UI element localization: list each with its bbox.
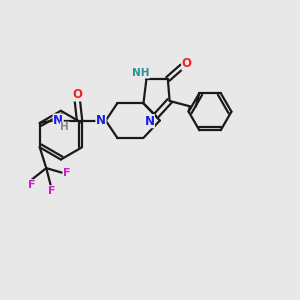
- Text: N: N: [144, 115, 154, 128]
- Text: F: F: [48, 186, 55, 196]
- Text: F: F: [63, 168, 71, 178]
- Text: N: N: [53, 114, 63, 127]
- Text: NH: NH: [132, 68, 149, 78]
- Text: F: F: [28, 180, 36, 190]
- Text: O: O: [182, 57, 192, 70]
- Text: O: O: [72, 88, 82, 101]
- Text: N: N: [96, 114, 106, 127]
- Text: H: H: [60, 122, 69, 132]
